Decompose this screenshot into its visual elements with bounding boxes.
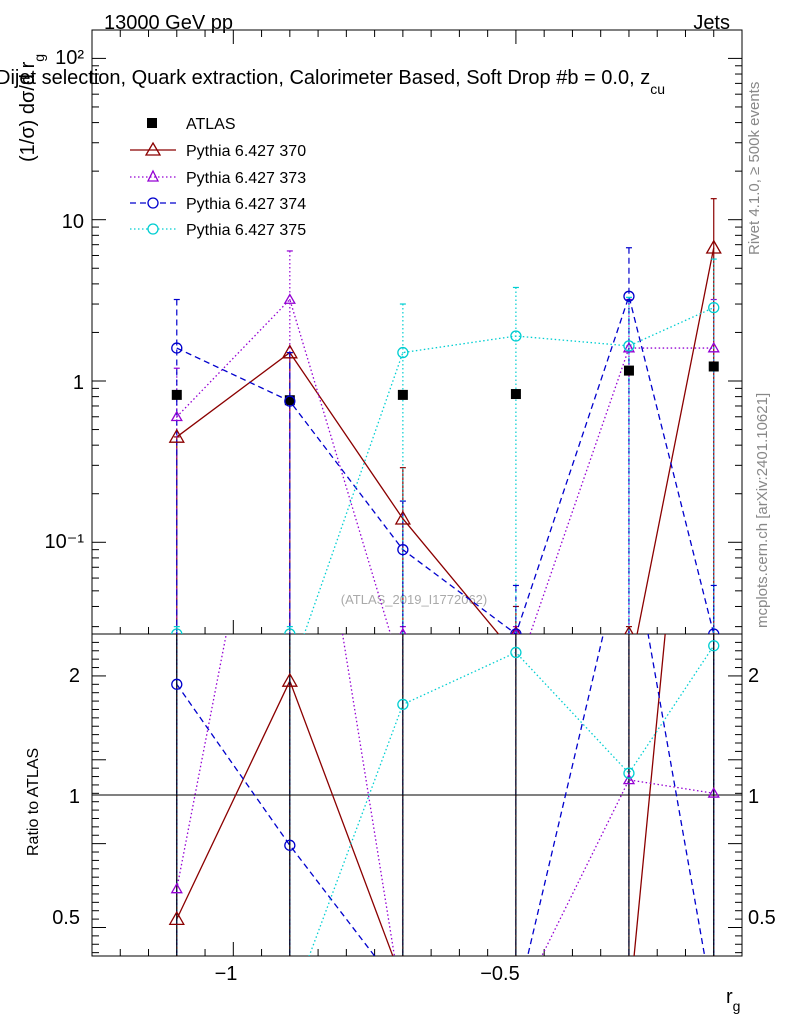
main-line-370 xyxy=(176,247,715,634)
main-point-373 xyxy=(512,627,520,634)
ratio-point-370 xyxy=(168,910,185,926)
ratio-point-373 xyxy=(707,787,720,798)
ratio-point-375 xyxy=(623,767,635,779)
legend-label-370: Pythia 6.427 370 xyxy=(186,143,306,160)
ratio-ylabel: Ratio to ATLAS xyxy=(25,748,42,856)
legend-label-375: Pythia 6.427 375 xyxy=(186,222,306,239)
ratio-point-370 xyxy=(281,672,298,687)
legend-entry-atlas: ATLAS xyxy=(147,116,236,133)
x-axis-label: rg xyxy=(726,986,740,1014)
legend-entry-374: Pythia 6.427 374 xyxy=(130,196,306,213)
main-point-374 xyxy=(397,544,409,556)
main-point-370 xyxy=(281,344,298,359)
legend-marker-370 xyxy=(144,141,162,156)
ratio-point-373 xyxy=(622,773,636,785)
mcplots-label: mcplots.cern.ch [arXiv:2401.10621] xyxy=(754,393,771,628)
legend: ATLAS Pythia 6.427 370 Pythia 6.427 373 … xyxy=(130,116,306,239)
main-point-atlas xyxy=(623,365,634,376)
legend-entry-373: Pythia 6.427 373 xyxy=(130,169,306,187)
xtick-label-1: −0.5 xyxy=(480,963,519,985)
main-point-373 xyxy=(622,341,636,353)
main-line-373 xyxy=(176,298,714,634)
ratio-point-375 xyxy=(708,640,720,652)
main-point-atlas xyxy=(284,395,295,406)
xtick-label-0: −1 xyxy=(215,963,238,985)
axis-ticks xyxy=(92,30,743,956)
main-point-atlas xyxy=(708,361,719,372)
ratio-ytick-label-1: 1 xyxy=(69,786,80,808)
main-point-370 xyxy=(511,625,521,634)
ratio-point-374 xyxy=(171,678,183,690)
legend-label-373: Pythia 6.427 373 xyxy=(186,170,306,187)
legend-marker-375 xyxy=(147,223,159,235)
legend-label-374: Pythia 6.427 374 xyxy=(186,196,306,213)
ratio-point-374 xyxy=(284,839,296,851)
main-point-atlas xyxy=(171,389,182,400)
main-point-atlas xyxy=(510,389,521,400)
main-point-374 xyxy=(623,290,635,302)
main-point-373 xyxy=(707,341,720,353)
legend-marker-374 xyxy=(147,197,159,209)
rivet-label: Rivet 4.1.0, ≥ 500k events xyxy=(746,82,763,255)
main-point-370 xyxy=(705,239,722,254)
legend-marker-atlas xyxy=(147,118,157,128)
main-point-374 xyxy=(284,395,296,407)
main-point-atlas xyxy=(397,389,408,400)
ratio-line-375 xyxy=(308,645,715,956)
header-right: Jets xyxy=(693,12,730,34)
main-line-374 xyxy=(176,293,715,634)
main-ytick-label-2: 10 xyxy=(62,211,84,233)
legend-entry-370: Pythia 6.427 370 xyxy=(130,141,306,160)
main-point-373 xyxy=(283,293,296,304)
legend-entry-375: Pythia 6.427 375 xyxy=(130,222,306,239)
ratio-line-373 xyxy=(176,634,714,956)
main-ylabel: (1/σ) dσ/d rg xyxy=(17,54,47,162)
ratio-series-group xyxy=(168,634,720,956)
ratio-point-375 xyxy=(510,646,522,659)
main-point-375 xyxy=(171,628,183,634)
ratio-point-373 xyxy=(170,882,183,894)
main-line-375 xyxy=(303,307,715,634)
main-point-373 xyxy=(399,627,407,634)
main-ytick-label-1: 1 xyxy=(73,372,84,394)
ratio-ytick-label-right-1: 1 xyxy=(748,786,759,808)
main-point-373 xyxy=(170,410,183,422)
main-point-375 xyxy=(623,340,635,352)
ratio-ytick-label-2: 2 xyxy=(69,665,80,687)
ratio-ytick-label-right-2: 2 xyxy=(748,665,759,687)
main-point-375 xyxy=(510,330,522,342)
header-left: 13000 GeV pp xyxy=(104,12,233,34)
main-ytick-label-0: 10⁻¹ xyxy=(45,531,85,553)
main-point-374 xyxy=(510,628,522,634)
ratio-ytick-label-0: 0.5 xyxy=(52,907,80,929)
legend-label-atlas: ATLAS xyxy=(186,116,236,133)
main-point-370 xyxy=(168,428,185,443)
ratio-ytick-label-right-0: 0.5 xyxy=(748,907,776,929)
ratio-line-374 xyxy=(176,634,706,956)
main-point-370 xyxy=(624,625,634,634)
plot-title: Dijet selection, Quark extraction, Calor… xyxy=(0,67,665,97)
legend-marker-373 xyxy=(146,169,160,182)
main-point-375 xyxy=(397,346,409,359)
ratio-point-375 xyxy=(397,698,409,711)
ratio-line-370 xyxy=(176,634,666,956)
main-point-370 xyxy=(394,510,411,525)
analysis-label: (ATLAS_2019_I1772062) xyxy=(341,592,487,607)
main-point-375 xyxy=(284,628,296,634)
main-point-374 xyxy=(708,628,720,634)
main-ytick-label-3: 10² xyxy=(55,47,84,69)
main-point-374 xyxy=(171,342,183,354)
main-point-375 xyxy=(708,301,720,314)
main-series-group xyxy=(168,198,722,634)
